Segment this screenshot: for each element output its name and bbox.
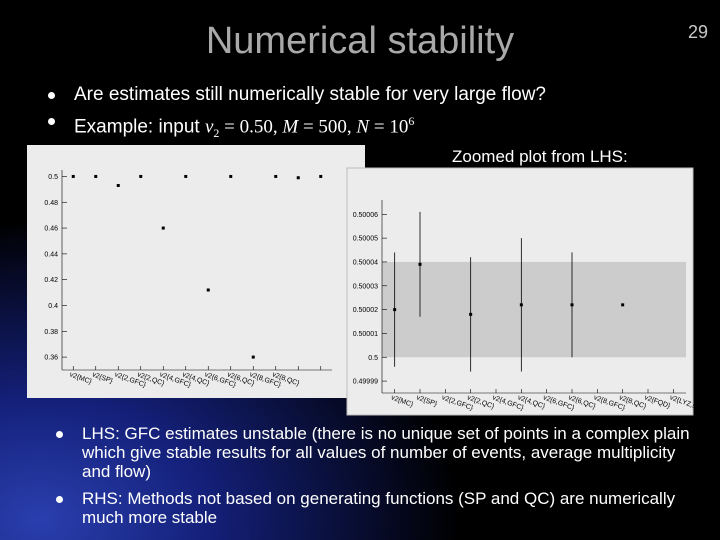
slide-title: Numerical stability [205, 20, 515, 62]
point [206, 288, 210, 292]
point [229, 174, 233, 178]
y-tick-label: 0.50005 [353, 236, 378, 243]
bullet: LHS: GFC estimates unstable (there is no… [56, 424, 696, 481]
bullet-text: Are estimates still numerically stable f… [74, 84, 547, 105]
point [570, 303, 574, 307]
y-tick-label: 0.4 [48, 303, 58, 310]
y-tick-label: 0.50006 [353, 212, 378, 219]
left-plot-frame [27, 145, 365, 398]
point [71, 174, 75, 178]
point [621, 303, 625, 307]
point [274, 174, 278, 178]
subscript: 2 [213, 126, 220, 141]
math: = 0.50, [219, 116, 283, 138]
y-tick-label: 0.42 [44, 277, 58, 284]
y-tick-label: 0.5 [48, 174, 58, 181]
y-tick-label: 0.50001 [353, 331, 378, 338]
point [184, 174, 188, 178]
point [469, 312, 473, 316]
point [94, 174, 98, 178]
point [116, 183, 120, 187]
y-tick-label: 0.50004 [353, 259, 378, 266]
band [382, 261, 686, 358]
math: = 10 [369, 116, 409, 138]
point [161, 226, 165, 230]
y-tick-label: 0.49999 [353, 379, 378, 386]
point [296, 176, 300, 180]
point [418, 262, 422, 266]
y-tick-label: 0.50002 [353, 307, 378, 314]
math: v [204, 116, 214, 138]
y-tick-label: 0.50003 [353, 283, 378, 290]
y-tick-label: 0.38 [44, 329, 58, 336]
bullet: RHS: Methods not based on generating fun… [56, 489, 696, 527]
page-number: 29 [687, 22, 708, 42]
y-tick-label: 0.46 [44, 226, 58, 233]
point [319, 174, 323, 178]
caption: Zoomed plot from LHS: [452, 147, 628, 166]
bullet-text: Example: input v2 = 0.50, M = 500, N = 1… [74, 110, 414, 144]
bullet-text: RHS: Methods not based on generating fun… [82, 489, 676, 527]
math: N [356, 116, 370, 138]
y-tick-label: 0.48 [44, 200, 58, 207]
point [251, 355, 255, 359]
y-tick-label: 0.36 [44, 355, 58, 362]
bullet-text: LHS: GFC estimates unstable (there is no… [82, 424, 690, 481]
point [139, 174, 143, 178]
y-tick-label: 0.5 [368, 355, 378, 362]
point [393, 308, 397, 312]
text: Example: input [74, 116, 205, 138]
superscript: 6 [408, 114, 415, 128]
math: M [282, 116, 299, 138]
y-tick-label: 0.44 [44, 251, 58, 258]
point [519, 303, 523, 307]
right-plot-border [346, 167, 694, 416]
math: = 500, [298, 116, 357, 138]
